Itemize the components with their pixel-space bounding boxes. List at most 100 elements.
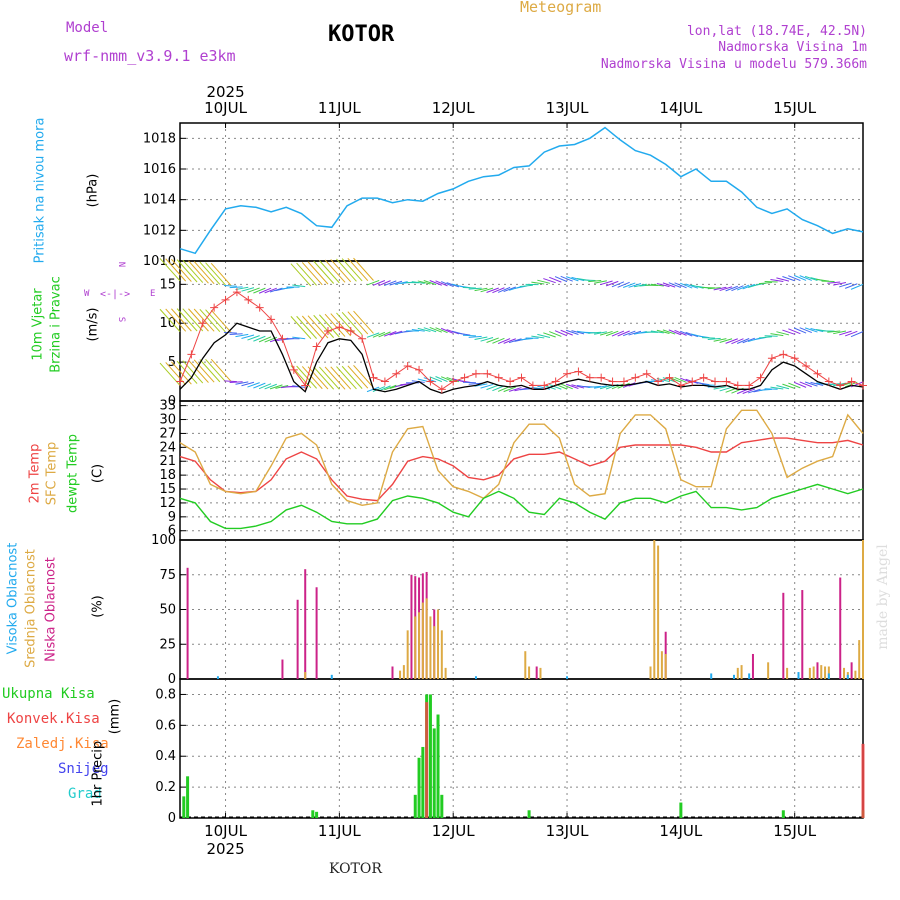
wind-arrow — [301, 262, 323, 286]
wind-arrow — [319, 260, 340, 284]
wind-arrow — [435, 280, 448, 287]
wind-arrow — [656, 282, 670, 288]
wind-arrow — [788, 382, 801, 389]
wind-arrow — [372, 331, 386, 338]
wind-arrow — [462, 286, 476, 289]
wind-arrow — [341, 365, 363, 389]
cloud-bar-mid — [414, 616, 417, 679]
x-date-label-bottom: 11JUL — [318, 822, 361, 840]
legend-total-rain: Ukupna Kisa — [2, 686, 95, 702]
wind-arrow — [850, 331, 864, 338]
wind-gust-marker — [608, 377, 617, 386]
wind-arrow — [725, 338, 738, 344]
wind-arrow — [378, 280, 391, 287]
wind-arrow — [776, 277, 790, 282]
y-tick-label: 27 — [159, 426, 176, 441]
wind-arrow — [776, 385, 790, 390]
wind-arrow — [571, 384, 585, 389]
cloud-bar-mid — [767, 662, 770, 679]
wind-arrow — [235, 333, 249, 338]
cloud-bar-mid — [406, 630, 409, 679]
wind-gust-marker — [585, 373, 594, 382]
wind-arrow — [210, 309, 232, 333]
wind-gust-marker — [528, 381, 537, 390]
wind-arrow — [417, 327, 431, 332]
y-tick-label: 12 — [159, 496, 176, 511]
wind-arrow — [680, 330, 693, 337]
precip-bar-convective — [861, 743, 865, 818]
cloud-bar-low — [850, 662, 853, 679]
wind-arrow — [301, 315, 323, 339]
wind-arrow — [324, 366, 346, 390]
wind-arrow — [804, 275, 818, 282]
wind-arrow — [508, 338, 522, 344]
temp2m-line — [179, 437, 864, 502]
cloud-bar-high — [846, 674, 849, 679]
wind-arrow — [468, 287, 482, 290]
wind-arrow — [378, 385, 391, 392]
y-tick-label: 15 — [159, 482, 176, 497]
wind-arrow — [833, 330, 847, 335]
wind-arrow — [319, 314, 340, 338]
cloud-bar-low — [782, 592, 785, 679]
wind-arrow — [668, 329, 682, 336]
wind-gust-marker — [688, 377, 697, 386]
wind-arrow — [793, 381, 807, 388]
wind-arrow — [423, 327, 437, 333]
precip-bar-total — [428, 694, 432, 818]
wind-arrow — [731, 285, 744, 292]
cloud-bar-mid — [786, 667, 789, 679]
wind-arrow — [519, 338, 533, 341]
wind-arrow — [462, 334, 476, 337]
wind-arrow — [341, 258, 363, 282]
y-tick-label: 50 — [159, 603, 176, 618]
y-tick-label: 1016 — [143, 162, 176, 177]
wind-arrow — [440, 327, 454, 334]
cloud-bar-mid — [440, 630, 443, 679]
wind-arrow — [519, 284, 533, 288]
cloud-bar-low — [839, 577, 842, 679]
wind-gust-marker — [642, 369, 651, 378]
wind-arrow — [680, 282, 693, 289]
wind-arrow — [159, 308, 181, 332]
wind-arrow — [480, 337, 494, 342]
wind-arrow — [788, 275, 801, 282]
precip-bar-total — [527, 810, 531, 818]
model-label: Model — [66, 20, 109, 36]
precip-bar-total — [432, 728, 436, 818]
wind-arrow — [713, 338, 727, 342]
wind-arrow — [411, 281, 425, 284]
wind-arrow — [804, 381, 818, 387]
wind-arrow — [827, 281, 841, 284]
wind-arrow — [474, 383, 488, 387]
wind-gust-marker — [802, 362, 811, 370]
wind-arrow — [468, 382, 482, 385]
wind-arrow — [301, 366, 323, 390]
x-date-label-bottom: 15JUL — [773, 822, 816, 840]
wind-arrow — [264, 383, 277, 390]
y-tick-label: 15 — [159, 277, 176, 292]
cloud-bar-mid — [524, 651, 527, 679]
wind-gust-marker — [255, 303, 264, 312]
wind-arrow — [674, 376, 687, 383]
cloud-bar-mid — [444, 667, 447, 679]
wind-arrow — [588, 331, 602, 334]
wind-arrow — [474, 287, 488, 292]
wind-arrow — [588, 385, 602, 388]
wind-arrow — [503, 338, 516, 344]
x-date-label-top: 14JUL — [659, 99, 702, 117]
wind-arrow — [622, 282, 636, 288]
wind-arrow — [782, 329, 795, 335]
wind-arrow — [611, 383, 625, 390]
wind-arrow — [229, 286, 243, 289]
wind-arrow — [235, 381, 249, 385]
lonlat-label: lon,lat (18.74E, 42.5N) — [686, 24, 867, 39]
wind-arrow — [565, 276, 579, 282]
wind-gust-marker — [232, 288, 241, 297]
wind-arrow — [804, 327, 818, 333]
panel-frame — [179, 400, 864, 541]
wind-gust-marker — [460, 373, 469, 382]
cloud-bar-mid — [418, 612, 421, 679]
wind-gust-marker — [665, 373, 674, 382]
x-date-label-top: 13JUL — [546, 99, 589, 117]
